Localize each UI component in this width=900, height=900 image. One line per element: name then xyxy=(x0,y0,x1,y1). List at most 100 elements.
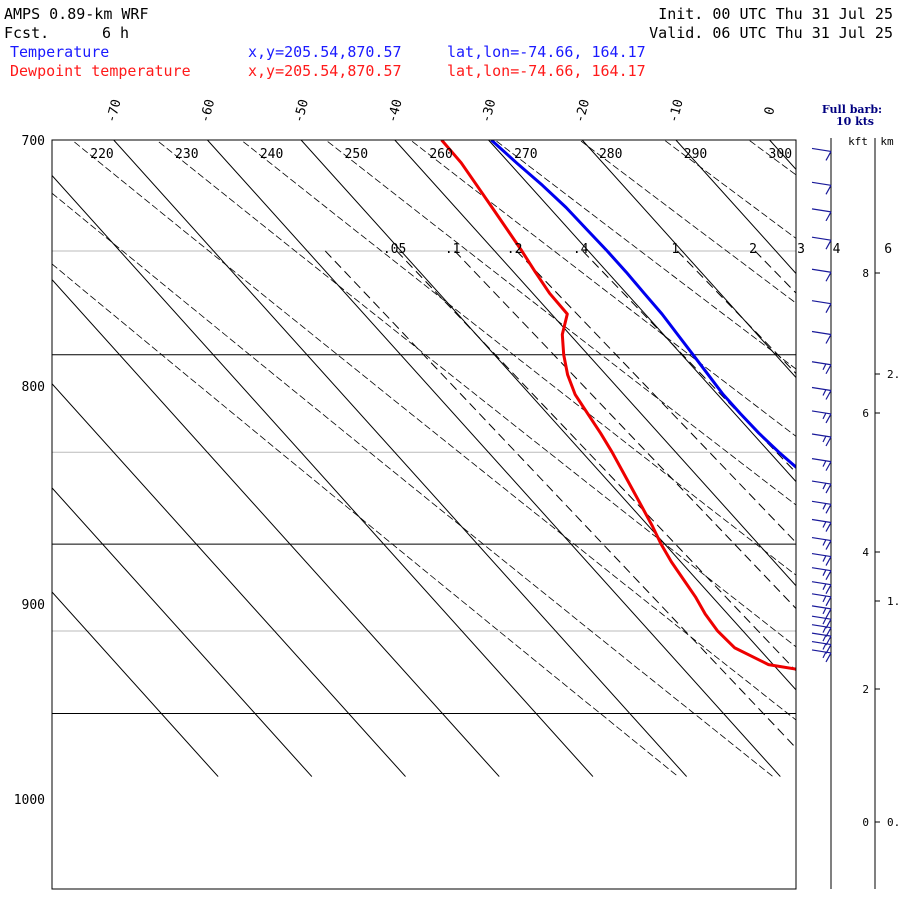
barb-half xyxy=(822,482,827,490)
barb-shaft xyxy=(811,330,832,336)
barb-legend-line2: 10 kts xyxy=(836,115,874,128)
theta-label: 240 xyxy=(260,147,283,162)
temperature-label: -10 xyxy=(666,98,687,125)
wind-barb xyxy=(811,361,832,375)
barb-shaft xyxy=(811,361,832,366)
legend-dewpoint-name: Dewpoint temperature xyxy=(10,62,191,80)
barb-flag xyxy=(825,596,832,607)
mixing-ratio-line xyxy=(803,251,900,777)
barb-flag xyxy=(825,522,832,532)
barb-flag xyxy=(825,461,832,471)
barb-half xyxy=(822,643,827,650)
valid-time: Valid. 06 UTC Thu 31 Jul 25 xyxy=(649,24,893,42)
isotherm xyxy=(207,140,781,777)
km-tick-label: 0. xyxy=(887,816,900,829)
barb-flag xyxy=(825,652,832,663)
wind-barb xyxy=(811,433,832,447)
mixing-ratio-label: 3 xyxy=(797,242,805,257)
dry-adiabat xyxy=(578,140,796,304)
wind-barb xyxy=(811,605,832,619)
dry-adiabat xyxy=(802,117,900,777)
pressure-label: 900 xyxy=(22,598,45,613)
wind-barb xyxy=(811,410,832,424)
wind-barb xyxy=(811,480,832,494)
theta-label: 280 xyxy=(599,147,622,162)
dry-adiabat xyxy=(409,140,796,437)
mixing-ratio-label: .2 xyxy=(507,242,523,257)
temperature-label: -70 xyxy=(104,98,125,125)
legend-temperature-name: Temperature xyxy=(10,43,109,61)
wind-barb xyxy=(811,330,832,344)
isotherm xyxy=(394,140,796,587)
wind-barb xyxy=(811,208,832,222)
barb-shaft xyxy=(811,649,832,654)
theta-label: 290 xyxy=(684,147,707,162)
isotherm xyxy=(52,278,500,777)
barb-half xyxy=(822,389,827,396)
legend-temperature-latlon: lat,lon=-74.66, 164.17 xyxy=(447,43,646,61)
barb-shaft xyxy=(811,552,832,558)
temperature-label: -40 xyxy=(385,98,406,125)
mixing-ratio-line xyxy=(754,250,796,294)
theta-label: 250 xyxy=(345,147,368,162)
barb-shaft xyxy=(811,581,832,586)
profile-series xyxy=(440,140,796,671)
wind-barb xyxy=(811,581,832,594)
barb-half xyxy=(822,583,827,590)
barb-flag xyxy=(825,239,832,250)
barb-flag xyxy=(825,151,832,161)
barb-flag xyxy=(825,334,832,344)
plot-frame xyxy=(51,139,797,890)
barb-legend-line1: Full barb: xyxy=(822,103,882,116)
barb-shaft xyxy=(811,536,832,542)
barb-shaft xyxy=(811,208,832,213)
temperature-label: -30 xyxy=(479,98,500,125)
barb-half xyxy=(822,617,827,625)
barb-flag xyxy=(825,271,832,282)
kft-tick-label: 0 xyxy=(862,816,869,829)
mixing-ratio-label: .05 xyxy=(383,242,406,257)
barb-half xyxy=(822,626,827,633)
barb-flag xyxy=(825,504,832,514)
barb-flag xyxy=(825,540,832,550)
wind-barb xyxy=(811,500,832,514)
wind-barb xyxy=(811,649,832,663)
barb-flag xyxy=(825,570,832,580)
barb-half xyxy=(822,363,827,371)
barb-flag xyxy=(825,390,832,400)
barb-flag xyxy=(825,556,832,566)
barb-shaft xyxy=(811,386,832,392)
dry-adiabat xyxy=(494,140,796,370)
wind-barb xyxy=(811,236,832,250)
mixing-ratio-line xyxy=(676,250,796,375)
barb-flag xyxy=(825,303,832,313)
theta-label: 270 xyxy=(514,147,537,162)
isotherm xyxy=(675,140,796,275)
temperature-label: -60 xyxy=(198,98,219,125)
km-tick-label: 1. xyxy=(887,595,900,608)
dry-adiabat xyxy=(155,140,796,648)
theta-label: 300 xyxy=(769,147,792,162)
background-lines xyxy=(52,117,900,777)
barb-flag xyxy=(825,584,832,594)
barb-half xyxy=(822,412,827,420)
wind-barb xyxy=(811,147,832,161)
height-ticks xyxy=(875,272,880,823)
barb-flag xyxy=(825,483,832,494)
barb-flag xyxy=(825,364,832,375)
kft-tick-label: 8 xyxy=(862,267,869,280)
wind-barb xyxy=(811,567,832,580)
barb-shaft xyxy=(811,458,832,463)
dry-adiabat xyxy=(325,140,796,506)
fcst-value: 6 h xyxy=(102,24,129,42)
temperature-label: -20 xyxy=(573,98,594,125)
theta-labels: 220 230 240 250 260 270 280 290 300 xyxy=(90,147,792,162)
mixing-ratio-line xyxy=(838,251,900,777)
theta-label: 260 xyxy=(429,147,452,162)
barb-shaft xyxy=(811,632,832,637)
wind-barb xyxy=(811,593,832,607)
barb-flag xyxy=(825,413,832,424)
temperature-profile xyxy=(490,140,796,470)
wind-barb xyxy=(811,518,832,532)
isotherm xyxy=(300,140,796,691)
